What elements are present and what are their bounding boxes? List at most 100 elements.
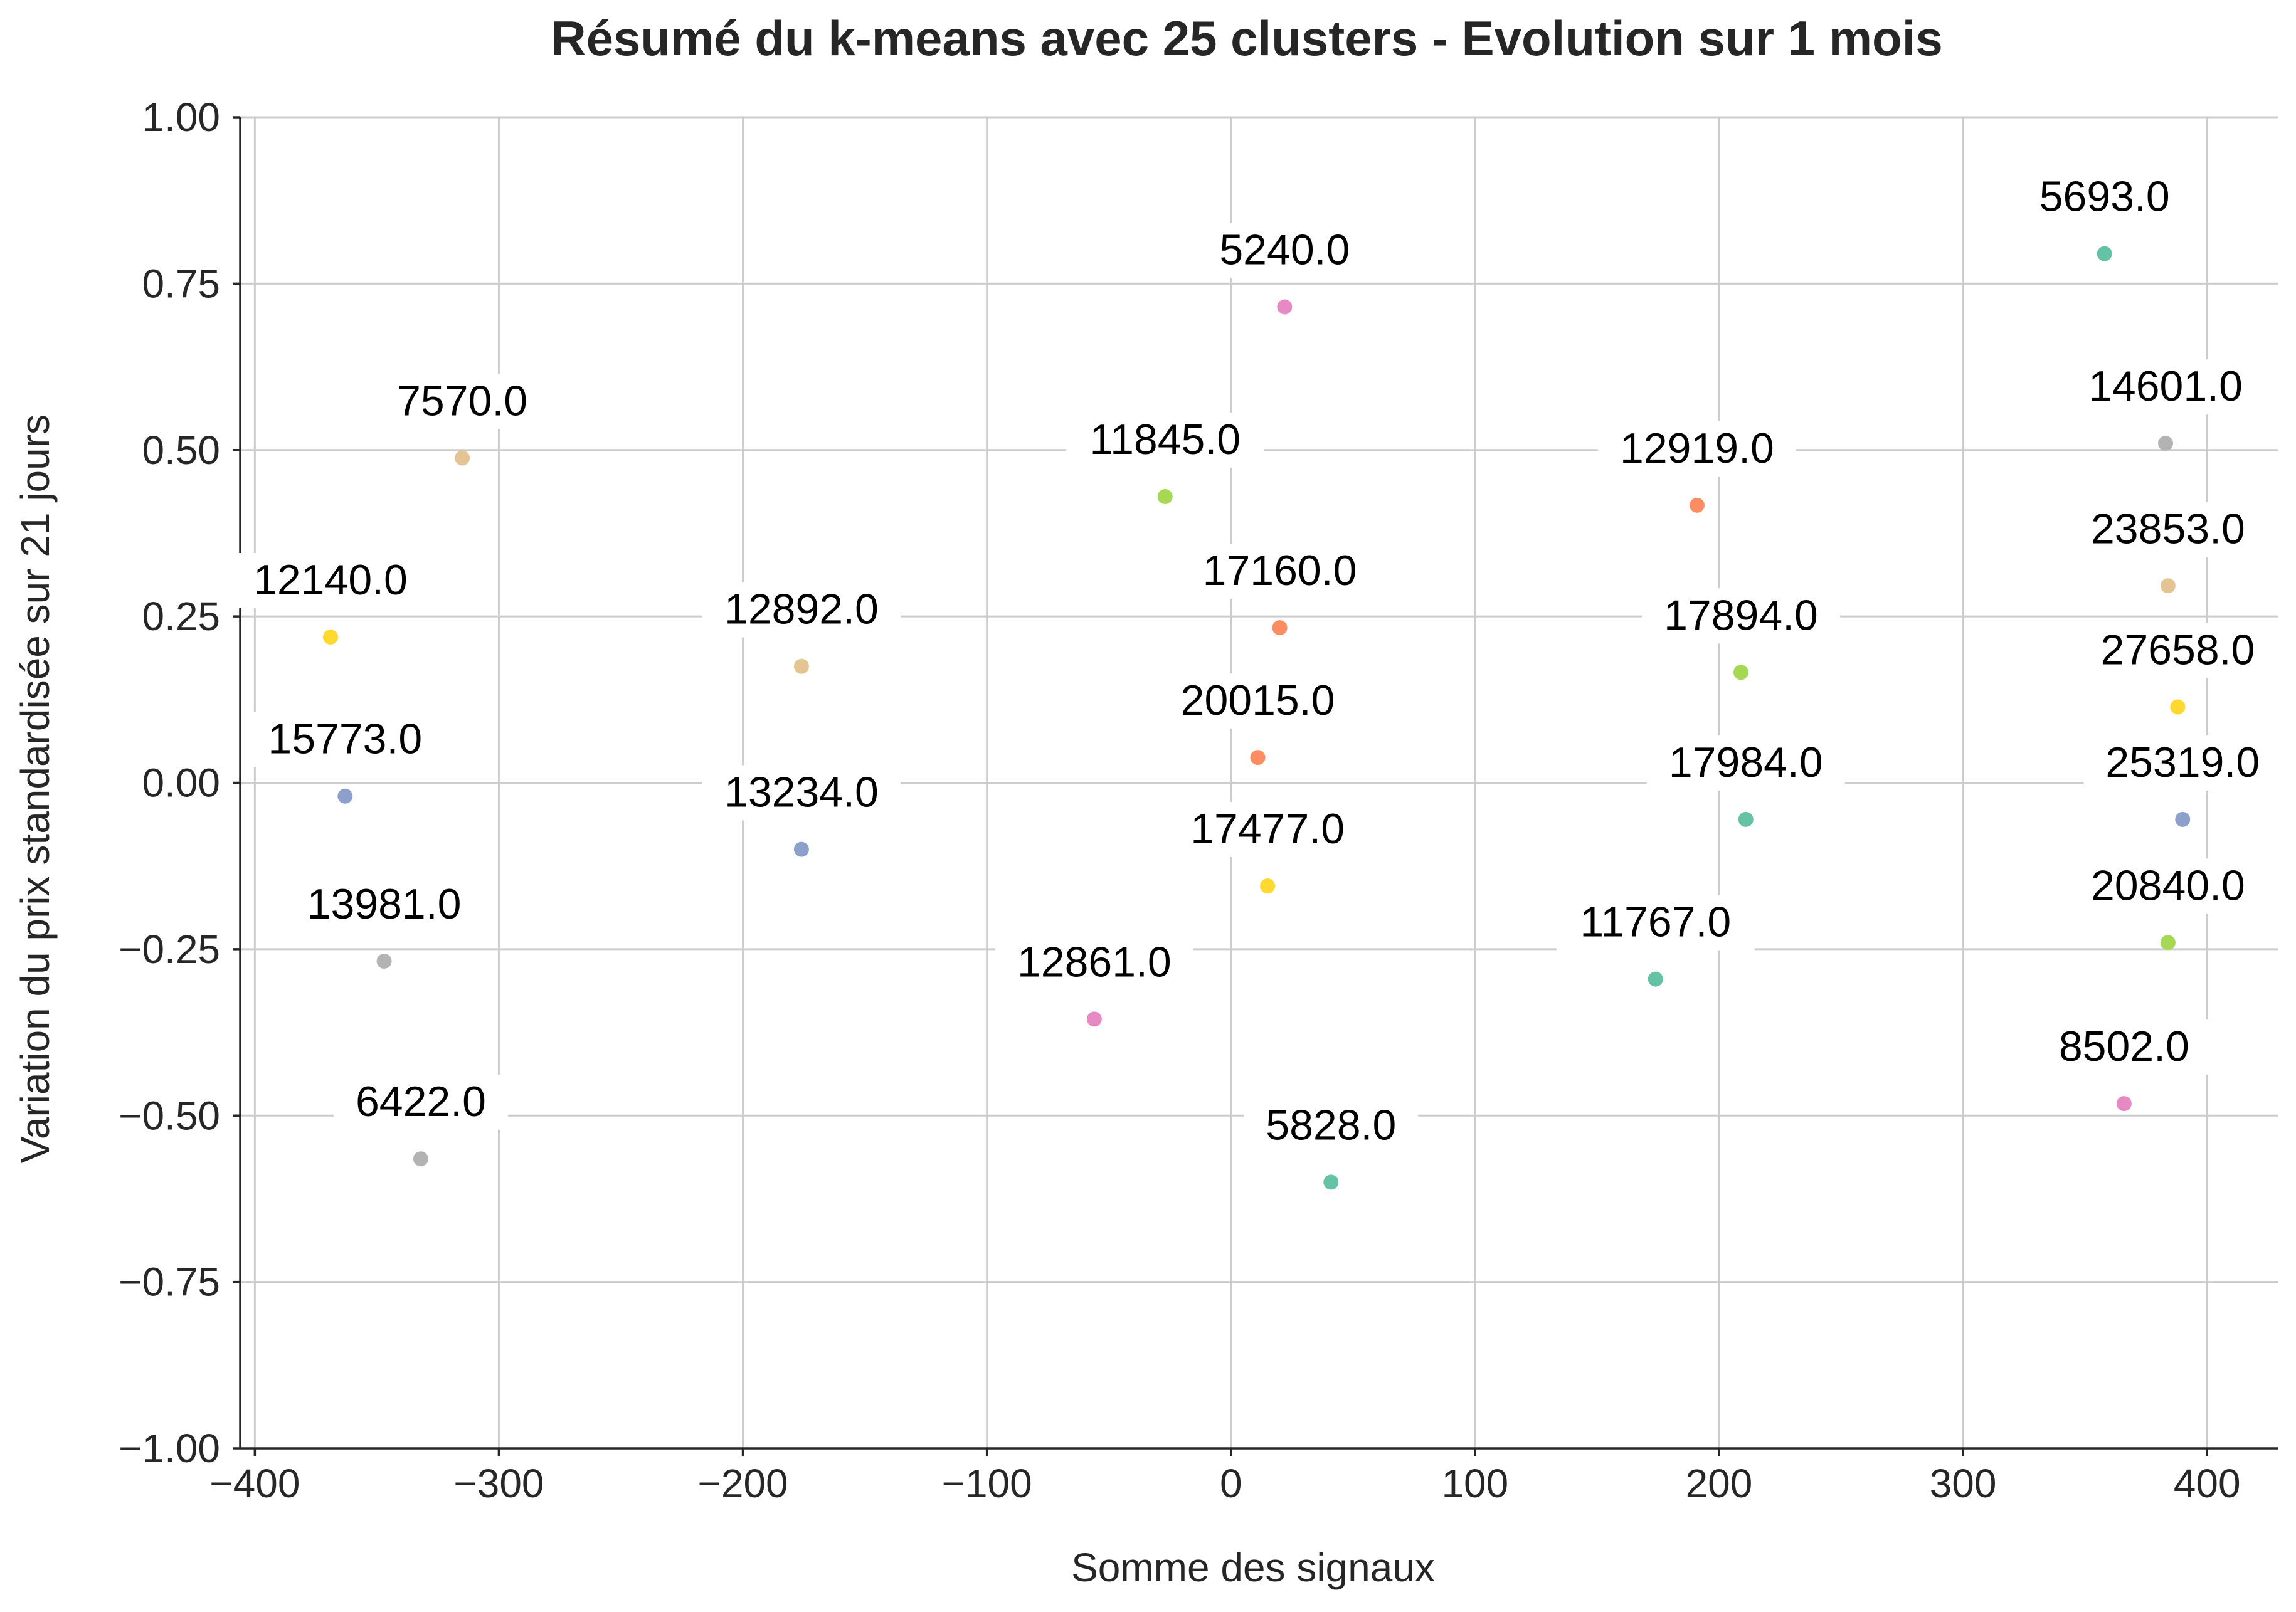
point-label-box [1646, 735, 1845, 791]
point-label: 25319.0 [2105, 739, 2260, 786]
point-label-box [1556, 895, 1755, 951]
chart-title: Résumé du k-means avec 25 clusters - Evo… [551, 11, 1943, 66]
data-point [793, 658, 809, 674]
data-point [2160, 935, 2176, 951]
data-point [1260, 878, 1276, 894]
point-label: 12861.0 [1017, 938, 1172, 986]
y-tick-label: 0.00 [142, 761, 220, 806]
y-tick-label: 0.25 [142, 594, 220, 639]
y-tick-label: 0.50 [142, 428, 220, 473]
data-point [1738, 811, 1754, 827]
y-tick-label: −0.50 [119, 1093, 220, 1138]
data-point [1648, 971, 1663, 987]
x-tick-label: 200 [1686, 1461, 1753, 1506]
point-label-box [1168, 802, 1367, 858]
data-point [2170, 699, 2186, 715]
data-points [322, 246, 2191, 1190]
data-point [1733, 665, 1748, 680]
y-tick-label: −0.75 [119, 1260, 220, 1305]
data-point [1323, 1174, 1339, 1190]
point-label-box [2083, 735, 2282, 791]
point-label-box [1244, 1098, 1419, 1154]
data-point [413, 1151, 428, 1167]
point-label-box [2036, 1019, 2211, 1075]
point-label-box [375, 374, 550, 429]
data-point [2158, 436, 2174, 451]
point-label: 13234.0 [724, 769, 879, 816]
point-label: 23853.0 [2091, 505, 2245, 552]
data-point [1272, 620, 1288, 636]
x-axis-label: Somme des signaux [1071, 1545, 1435, 1590]
point-label: 13981.0 [307, 880, 462, 928]
grid-layer [240, 116, 2278, 1450]
x-tick-label: 300 [1930, 1461, 1997, 1506]
point-label-box [2017, 169, 2192, 225]
point-label: 14601.0 [2088, 362, 2243, 410]
data-point [793, 841, 809, 857]
point-label: 17894.0 [1664, 591, 1818, 639]
y-axis-label: Variation du prix standardisée sur 21 jo… [13, 414, 58, 1163]
point-label-box [1597, 421, 1796, 477]
point-label-box [995, 935, 1193, 991]
data-point [1157, 489, 1173, 505]
data-point [1277, 299, 1293, 315]
point-label: 7570.0 [397, 377, 527, 424]
tick-labels: −400 −300 −200 −100 0 100 200 300 400 1.00 0.75 0.5… [119, 95, 2240, 1506]
point-label: 20840.0 [2091, 861, 2245, 909]
point-label: 17160.0 [1203, 547, 1357, 594]
point-label-box [2078, 623, 2277, 678]
x-tick-label: −300 [453, 1461, 544, 1506]
y-tick-label: −0.25 [119, 927, 220, 972]
point-label: 27658.0 [2101, 626, 2255, 673]
data-point [1086, 1011, 1102, 1027]
point-label: 17984.0 [1669, 739, 1823, 786]
point-label: 12892.0 [724, 586, 879, 633]
x-tick-label: −100 [942, 1461, 1032, 1506]
point-label-box [1641, 588, 1840, 644]
x-tick-label: 100 [1441, 1461, 1508, 1506]
data-point [2116, 1096, 2132, 1112]
y-tick-label: 1.00 [142, 95, 220, 140]
point-label: 11845.0 [1089, 416, 1241, 463]
point-label: 5240.0 [1219, 226, 1350, 274]
point-label: 20015.0 [1181, 677, 1335, 724]
point-label: 12919.0 [1620, 424, 1774, 472]
point-label-box [1197, 223, 1372, 278]
point-label: 12140.0 [253, 556, 408, 604]
point-label-box [333, 1075, 508, 1130]
data-point [322, 630, 338, 645]
x-tick-label: −200 [697, 1461, 788, 1506]
x-tick-label: 400 [2174, 1461, 2241, 1506]
point-label: 5693.0 [2039, 173, 2170, 221]
data-point [1689, 497, 1705, 513]
point-label-box [2066, 359, 2265, 415]
point-label-box [231, 553, 430, 609]
point-label: 17477.0 [1190, 805, 1345, 853]
point-label-box [285, 877, 484, 932]
point-label-box [246, 712, 445, 767]
data-point [455, 450, 470, 466]
point-label-box [702, 765, 901, 821]
point-label: 5828.0 [1266, 1101, 1396, 1149]
data-point [2097, 246, 2112, 261]
x-tick-label: −400 [209, 1461, 300, 1506]
data-point [1250, 750, 1266, 766]
point-label: 11767.0 [1580, 898, 1731, 946]
point-label: 8502.0 [2059, 1023, 2189, 1070]
point-label: 15773.0 [268, 715, 422, 763]
data-point [2175, 811, 2191, 827]
point-label-box [702, 582, 901, 638]
point-label-box [1066, 413, 1264, 468]
x-tick-label: 0 [1220, 1461, 1242, 1506]
point-label-box [1180, 544, 1379, 599]
point-label-box [1158, 673, 1357, 729]
point-label-box [2068, 858, 2267, 914]
point-label: 6422.0 [356, 1078, 486, 1125]
data-point [376, 953, 392, 969]
data-point [337, 788, 353, 804]
point-label-box [2068, 502, 2267, 557]
data-point [2160, 578, 2176, 594]
point-labels: 5693.0 5240.0 7570.0 14601.0 11845.0 12919.0 2… [231, 169, 2282, 1154]
